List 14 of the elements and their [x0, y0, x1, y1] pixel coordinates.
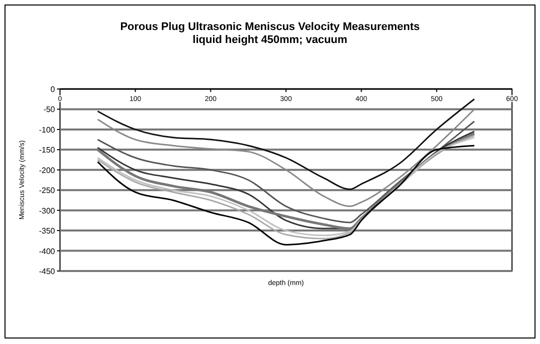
- line-series: [96, 108, 476, 208]
- y-tick-label: -450: [38, 267, 56, 276]
- y-tick-label: -50: [43, 105, 56, 114]
- chart-subtitle: liquid height 450mm; vacuum: [192, 34, 348, 46]
- y-tick-label: -250: [38, 186, 56, 196]
- line-series: [96, 98, 476, 190]
- y-tick-label: -100: [38, 125, 56, 134]
- y-tick-label: -150: [38, 146, 56, 155]
- chart-title: Porous Plug Ultrasonic Meniscus Velocity Measurements: [120, 21, 420, 33]
- y-tick-label: -300: [38, 206, 56, 216]
- y-tick-label: 0: [50, 85, 56, 94]
- y-tick-label: -200: [38, 166, 56, 175]
- y-tick-label: -350: [38, 226, 56, 236]
- y-tick-label: -400: [38, 246, 56, 256]
